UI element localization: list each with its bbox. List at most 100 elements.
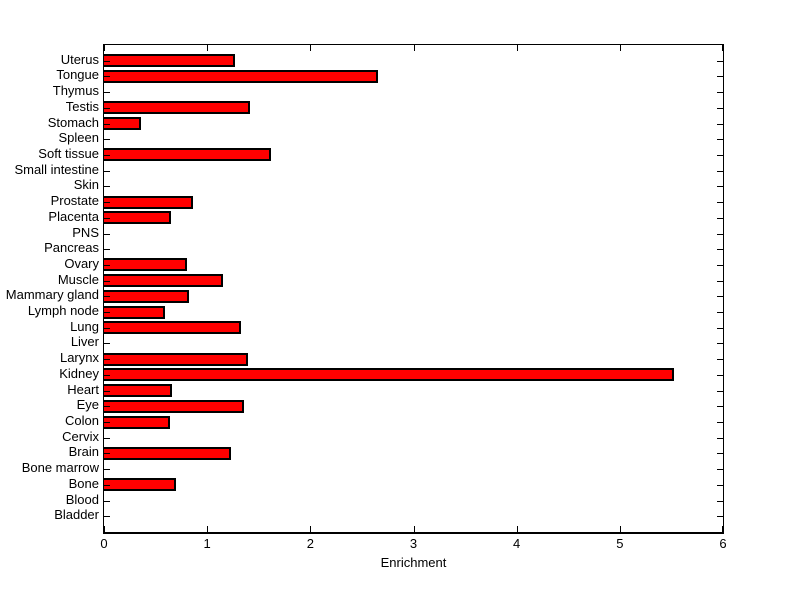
y-tick-label-lung: Lung bbox=[70, 318, 99, 334]
x-axis-tick bbox=[414, 45, 415, 51]
y-tick-label-brain: Brain bbox=[68, 444, 99, 460]
y-axis-tick bbox=[104, 61, 110, 62]
y-axis-tick bbox=[104, 501, 110, 502]
y-axis-tick bbox=[104, 139, 110, 140]
y-axis-tick bbox=[717, 234, 723, 235]
y-axis-tick bbox=[104, 469, 110, 470]
y-axis-tick bbox=[717, 249, 723, 250]
x-axis-tick-labels: 0 1 2 3 4 5 6 bbox=[100, 536, 726, 552]
x-axis-tick bbox=[207, 526, 208, 532]
y-tick-label-pancreas: Pancreas bbox=[44, 240, 99, 256]
y-tick-label-heart: Heart bbox=[67, 381, 99, 397]
x-tick-label-6: 6 bbox=[719, 536, 727, 551]
y-tick-label-uterus: Uterus bbox=[60, 51, 99, 67]
x-axis-tick bbox=[310, 45, 311, 51]
y-tick-label-thymus: Thymus bbox=[52, 83, 99, 99]
x-tick-label-2: 2 bbox=[306, 536, 314, 551]
y-tick-label-blood: Blood bbox=[65, 491, 99, 507]
x-axis-tick bbox=[517, 45, 518, 51]
y-axis-tick bbox=[717, 76, 723, 77]
y-axis-tick bbox=[104, 108, 110, 109]
bar-brain bbox=[104, 446, 231, 460]
y-axis-tick bbox=[717, 281, 723, 282]
bar-soft-tissue bbox=[104, 148, 272, 162]
y-axis-tick bbox=[104, 76, 110, 77]
y-axis-tick bbox=[104, 171, 110, 172]
y-axis-tick bbox=[717, 92, 723, 93]
y-axis-tick bbox=[717, 453, 723, 454]
y-axis-tick bbox=[717, 108, 723, 109]
y-axis-tick bbox=[104, 186, 110, 187]
bar-testis bbox=[104, 101, 250, 115]
y-axis-tick bbox=[104, 516, 110, 517]
bar-tongue bbox=[104, 69, 379, 83]
y-axis-tick bbox=[104, 422, 110, 423]
y-axis-tick bbox=[717, 391, 723, 392]
y-axis-tick bbox=[104, 92, 110, 93]
y-tick-label-ovary: Ovary bbox=[64, 255, 99, 271]
bar-stomach bbox=[104, 117, 142, 131]
y-tick-label-soft-tissue: Soft tissue bbox=[38, 145, 99, 161]
y-tick-label-kidney: Kidney bbox=[59, 365, 99, 381]
y-axis-tick bbox=[717, 328, 723, 329]
x-axis-tick bbox=[620, 526, 621, 532]
bar-larynx bbox=[104, 352, 249, 366]
bar-muscle bbox=[104, 274, 223, 288]
plot-area bbox=[103, 44, 724, 534]
y-axis-tick bbox=[104, 485, 110, 486]
y-axis-tick bbox=[717, 265, 723, 266]
y-tick-label-spleen: Spleen bbox=[58, 130, 99, 146]
x-axis-tick bbox=[414, 526, 415, 532]
y-axis-tick bbox=[717, 186, 723, 187]
y-axis-tick bbox=[104, 218, 110, 219]
y-tick-label-stomach: Stomach bbox=[47, 114, 99, 130]
x-axis-tick bbox=[104, 526, 105, 532]
y-tick-label-bone: Bone bbox=[68, 475, 99, 491]
bar-mammary-gland bbox=[104, 289, 189, 303]
y-tick-label-cervix: Cervix bbox=[62, 428, 99, 444]
x-axis-tick bbox=[620, 45, 621, 51]
y-axis-tick bbox=[717, 375, 723, 376]
x-tick-label-5: 5 bbox=[616, 536, 624, 551]
y-tick-label-small-intestine: Small intestine bbox=[14, 161, 99, 177]
x-tick-label-3: 3 bbox=[409, 536, 418, 551]
bar-bone bbox=[104, 478, 177, 492]
y-axis-tick bbox=[104, 281, 110, 282]
x-axis-tick bbox=[104, 45, 105, 51]
y-axis-tick bbox=[104, 155, 110, 156]
y-axis-tick bbox=[104, 343, 110, 344]
y-axis-tick bbox=[717, 296, 723, 297]
x-axis-tick bbox=[207, 45, 208, 51]
bar-uterus bbox=[104, 54, 235, 68]
y-tick-label-liver: Liver bbox=[70, 334, 99, 350]
y-axis-tick bbox=[104, 312, 110, 313]
bar-colon bbox=[104, 415, 170, 429]
y-tick-label-skin: Skin bbox=[73, 177, 99, 193]
y-axis-tick bbox=[104, 391, 110, 392]
y-axis-tick bbox=[104, 453, 110, 454]
y-axis-tick bbox=[717, 124, 723, 125]
y-axis-tick bbox=[717, 171, 723, 172]
x-tick-label-4: 4 bbox=[513, 536, 521, 551]
y-axis-tick bbox=[104, 234, 110, 235]
y-axis-tick bbox=[717, 422, 723, 423]
y-axis-tick bbox=[104, 202, 110, 203]
y-axis-tick bbox=[717, 139, 723, 140]
x-axis-tick bbox=[722, 526, 723, 532]
y-axis-tick bbox=[717, 218, 723, 219]
x-axis-tick bbox=[310, 526, 311, 532]
y-tick-label-eye: Eye bbox=[76, 397, 99, 413]
y-tick-label-colon: Colon bbox=[65, 413, 99, 429]
y-axis-tick bbox=[717, 438, 723, 439]
y-axis-tick bbox=[717, 312, 723, 313]
y-tick-label-tongue: Tongue bbox=[56, 67, 99, 83]
bar-lung bbox=[104, 321, 242, 335]
y-axis-tick bbox=[717, 343, 723, 344]
y-tick-label-mammary-gland: Mammary gland bbox=[5, 287, 99, 303]
y-axis-tick bbox=[717, 485, 723, 486]
bar-prostate bbox=[104, 195, 193, 209]
y-axis-tick bbox=[104, 438, 110, 439]
bar-ovary bbox=[104, 258, 187, 272]
y-tick-label-muscle: Muscle bbox=[57, 271, 99, 287]
